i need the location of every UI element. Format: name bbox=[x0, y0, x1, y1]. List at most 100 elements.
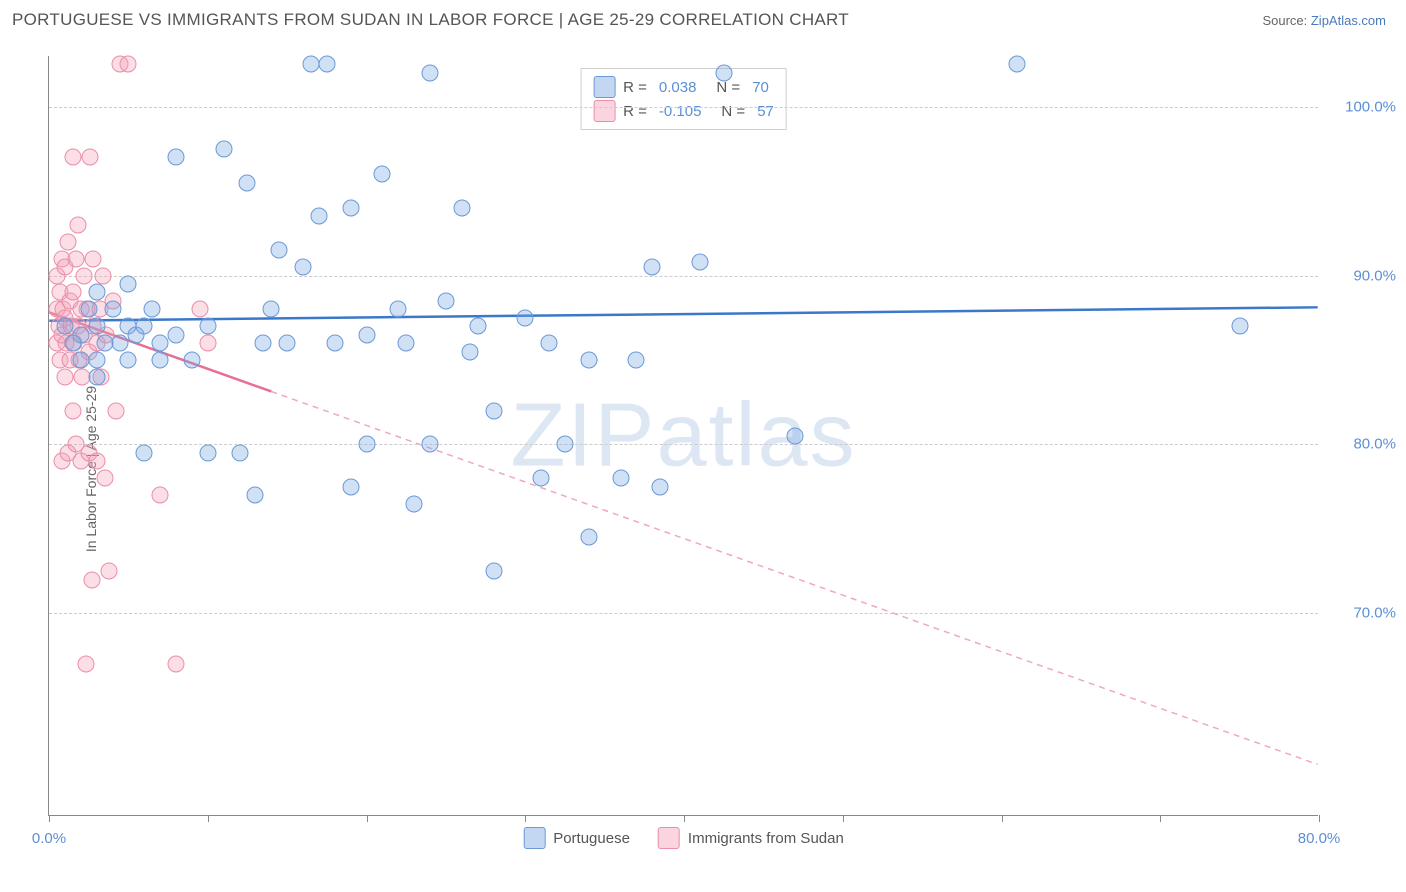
n-label: N = bbox=[716, 79, 740, 96]
x-tick-mark bbox=[367, 815, 368, 822]
x-tick-mark bbox=[525, 815, 526, 822]
data-point bbox=[1231, 318, 1248, 335]
legend-swatch-blue bbox=[593, 76, 615, 98]
x-tick-mark bbox=[843, 815, 844, 822]
gridline bbox=[49, 613, 1318, 614]
legend-label-pink: Immigrants from Sudan bbox=[688, 830, 844, 847]
data-point bbox=[67, 250, 84, 267]
legend-label-blue: Portuguese bbox=[553, 830, 630, 847]
data-point bbox=[136, 318, 153, 335]
data-point bbox=[390, 301, 407, 318]
x-tick-mark bbox=[1160, 815, 1161, 822]
data-point bbox=[358, 436, 375, 453]
data-point bbox=[120, 352, 137, 369]
data-point bbox=[247, 487, 264, 504]
data-point bbox=[152, 335, 169, 352]
data-point bbox=[1009, 56, 1026, 73]
data-point bbox=[580, 529, 597, 546]
data-point bbox=[199, 444, 216, 461]
data-point bbox=[56, 318, 73, 335]
plot-area: ZIPatlas R = 0.038 N = 70 R = -0.105 N =… bbox=[48, 56, 1318, 816]
legend-swatch-pink bbox=[593, 100, 615, 122]
data-point bbox=[652, 478, 669, 495]
data-point bbox=[398, 335, 415, 352]
data-point bbox=[191, 301, 208, 318]
data-point bbox=[263, 301, 280, 318]
r-value-pink: -0.105 bbox=[659, 103, 702, 120]
x-tick-mark bbox=[684, 815, 685, 822]
data-point bbox=[279, 335, 296, 352]
source-link[interactable]: ZipAtlas.com bbox=[1311, 13, 1386, 28]
data-point bbox=[88, 352, 105, 369]
data-point bbox=[60, 233, 77, 250]
data-point bbox=[120, 56, 137, 73]
data-point bbox=[107, 402, 124, 419]
data-point bbox=[64, 402, 81, 419]
data-point bbox=[310, 208, 327, 225]
x-tick-mark bbox=[208, 815, 209, 822]
data-point bbox=[485, 402, 502, 419]
data-point bbox=[94, 267, 111, 284]
data-point bbox=[715, 64, 732, 81]
source-label: Source: ZipAtlas.com bbox=[1262, 13, 1386, 28]
y-tick-label: 80.0% bbox=[1353, 436, 1396, 453]
data-point bbox=[96, 470, 113, 487]
x-tick-label: 80.0% bbox=[1298, 830, 1341, 847]
x-tick-mark bbox=[1002, 815, 1003, 822]
data-point bbox=[342, 478, 359, 495]
data-point bbox=[101, 563, 118, 580]
n-value-blue: 70 bbox=[752, 79, 769, 96]
y-tick-label: 90.0% bbox=[1353, 267, 1396, 284]
series-legend: Portuguese Immigrants from Sudan bbox=[523, 827, 844, 849]
n-value-pink: 57 bbox=[757, 103, 774, 120]
data-point bbox=[83, 571, 100, 588]
data-point bbox=[80, 301, 97, 318]
data-point bbox=[469, 318, 486, 335]
data-point bbox=[88, 368, 105, 385]
chart-title: PORTUGUESE VS IMMIGRANTS FROM SUDAN IN L… bbox=[12, 10, 849, 30]
x-tick-mark bbox=[49, 815, 50, 822]
data-point bbox=[183, 352, 200, 369]
r-label: R = bbox=[623, 103, 647, 120]
data-point bbox=[75, 267, 92, 284]
gridline bbox=[49, 107, 1318, 108]
data-point bbox=[295, 259, 312, 276]
data-point bbox=[628, 352, 645, 369]
data-point bbox=[644, 259, 661, 276]
data-point bbox=[88, 284, 105, 301]
x-tick-mark bbox=[1319, 815, 1320, 822]
data-point bbox=[56, 368, 73, 385]
data-point bbox=[787, 428, 804, 445]
data-point bbox=[72, 352, 89, 369]
r-label: R = bbox=[623, 79, 647, 96]
data-point bbox=[342, 200, 359, 217]
data-point bbox=[82, 149, 99, 166]
data-point bbox=[302, 56, 319, 73]
gridline bbox=[49, 276, 1318, 277]
data-point bbox=[88, 318, 105, 335]
data-point bbox=[64, 284, 81, 301]
data-point bbox=[96, 335, 113, 352]
data-point bbox=[215, 140, 232, 157]
data-point bbox=[64, 149, 81, 166]
data-point bbox=[85, 250, 102, 267]
data-point bbox=[406, 495, 423, 512]
data-point bbox=[168, 326, 185, 343]
data-point bbox=[326, 335, 343, 352]
data-point bbox=[120, 276, 137, 293]
data-point bbox=[461, 343, 478, 360]
n-label: N = bbox=[721, 103, 745, 120]
data-point bbox=[422, 64, 439, 81]
data-point bbox=[144, 301, 161, 318]
data-point bbox=[453, 200, 470, 217]
data-point bbox=[168, 149, 185, 166]
data-point bbox=[318, 56, 335, 73]
data-point bbox=[485, 563, 502, 580]
data-point bbox=[104, 301, 121, 318]
data-point bbox=[271, 242, 288, 259]
data-point bbox=[112, 335, 129, 352]
data-point bbox=[580, 352, 597, 369]
y-tick-label: 70.0% bbox=[1353, 605, 1396, 622]
data-point bbox=[152, 352, 169, 369]
data-point bbox=[517, 309, 534, 326]
